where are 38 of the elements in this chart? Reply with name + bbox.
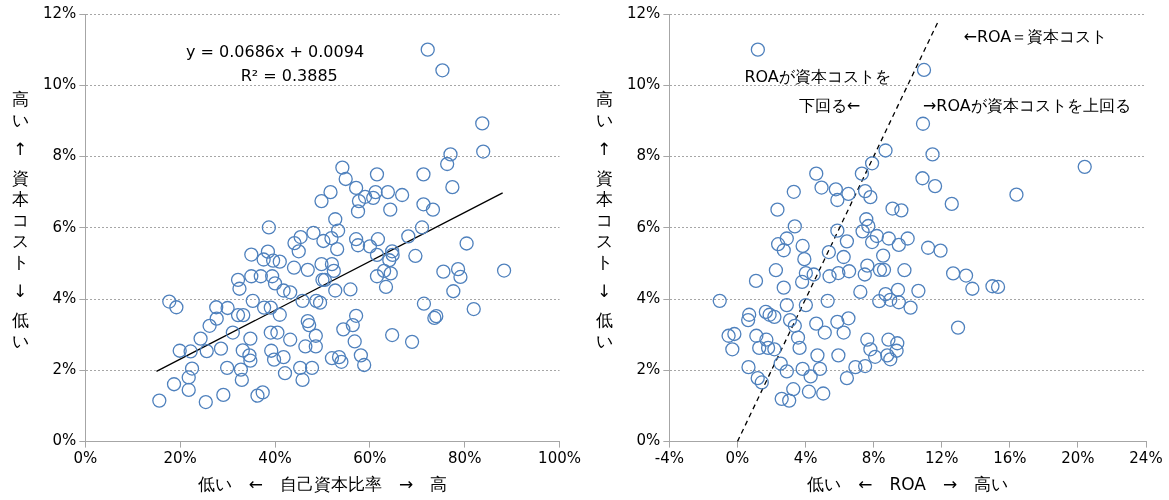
x-tick-label: 40% (258, 449, 292, 468)
y-tick-label: 8% (52, 146, 77, 165)
y-tick-label: 4% (52, 288, 77, 307)
x-tick-label: 16% (993, 449, 1027, 468)
annotation: 下回る← (798, 95, 861, 115)
x-tick-label: 20% (163, 449, 197, 468)
y-tick-label: 8% (636, 146, 661, 165)
y-tick-label: 6% (52, 217, 77, 236)
y-tick-label: 2% (636, 360, 661, 379)
x-tick-label: 12% (925, 449, 959, 468)
x-axis-title: 低い ← ROA → 高い (807, 474, 1009, 495)
annotation: R² = 0.3885 (240, 66, 338, 86)
text: 高い ↑ 資本コスト ↓ 低い (11, 88, 29, 351)
annotation: ROAが資本コストを (744, 67, 891, 87)
y-tick-label: 0% (636, 431, 661, 450)
x-tick-label: 4% (793, 449, 818, 468)
x-tick-label: -4% (654, 449, 684, 468)
x-axis-title: 低い ← 自己資本比率 → 高 (197, 474, 448, 495)
x-tick-label: 0% (73, 449, 98, 468)
x-tick-label: 20% (1061, 449, 1095, 468)
text: 高い ↑ 資本コスト ↓ 低い (595, 88, 613, 351)
x-tick-label: 80% (448, 449, 482, 468)
annotation: y = 0.0686x + 0.0094 (186, 42, 365, 62)
x-tick-label: 0% (725, 449, 750, 468)
annotation: ←ROA＝資本コスト (963, 27, 1108, 47)
x-tick-label: 100% (538, 449, 581, 468)
y-tick-label: 10% (627, 75, 661, 94)
y-tick-label: 12% (43, 3, 77, 22)
y-tick-label: 10% (43, 75, 77, 94)
y-tick-label: 4% (636, 288, 661, 307)
y-tick-label: 6% (636, 217, 661, 236)
x-tick-label: 8% (861, 449, 886, 468)
x-tick-label: 60% (353, 449, 387, 468)
annotation: →ROAが資本コストを上回る (922, 95, 1131, 115)
y-tick-label: 0% (52, 431, 77, 450)
y-tick-label: 12% (627, 3, 661, 22)
x-tick-label: 24% (1129, 449, 1163, 468)
y-tick-label: 2% (52, 360, 77, 379)
